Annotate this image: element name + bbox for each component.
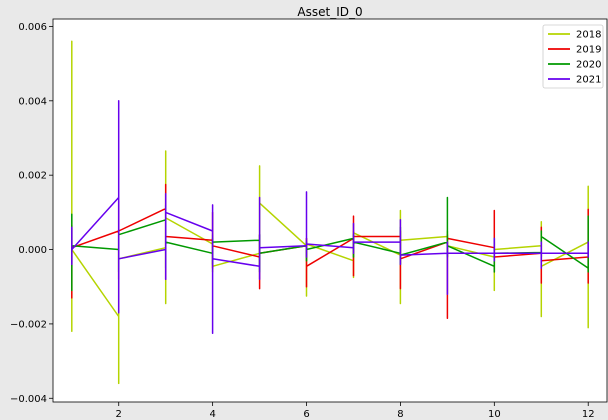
legend: 2018 2019 2020 2021 — [542, 24, 604, 89]
legend-label-2020: 2020 — [576, 60, 601, 71]
legend-items: 2018 2019 2020 2021 — [548, 30, 601, 86]
plot-area — [53, 19, 607, 402]
x-tick-label: 2 — [116, 409, 122, 420]
legend-box — [542, 24, 604, 89]
y-axis: −0.004 −0.002 0.000 0.002 0.004 0.006 — [10, 22, 53, 405]
y-tick-label: 0.004 — [18, 96, 47, 107]
y-tick-label: −0.004 — [10, 394, 47, 405]
y-tick-label: 0.000 — [18, 245, 47, 256]
x-axis: 2 4 6 8 10 12 — [116, 402, 595, 420]
series-line-2019 — [71, 183, 589, 320]
y-tick-label: 0.002 — [18, 171, 47, 182]
chart-title: Asset_ID_0 — [297, 5, 362, 19]
series-line-2021 — [71, 100, 589, 334]
x-tick-label: 8 — [397, 409, 403, 420]
legend-label-2018: 2018 — [576, 30, 601, 41]
x-tick-label: 12 — [582, 409, 595, 420]
y-tick-label: −0.002 — [10, 319, 47, 330]
x-tick-label: 4 — [209, 409, 215, 420]
x-tick-label: 6 — [303, 409, 309, 420]
x-tick-label: 10 — [488, 409, 501, 420]
legend-label-2019: 2019 — [576, 45, 601, 56]
legend-label-2021: 2021 — [576, 75, 601, 86]
y-tick-label: 0.006 — [18, 22, 47, 33]
series-layer — [71, 40, 589, 385]
plot-frame — [52, 18, 608, 403]
